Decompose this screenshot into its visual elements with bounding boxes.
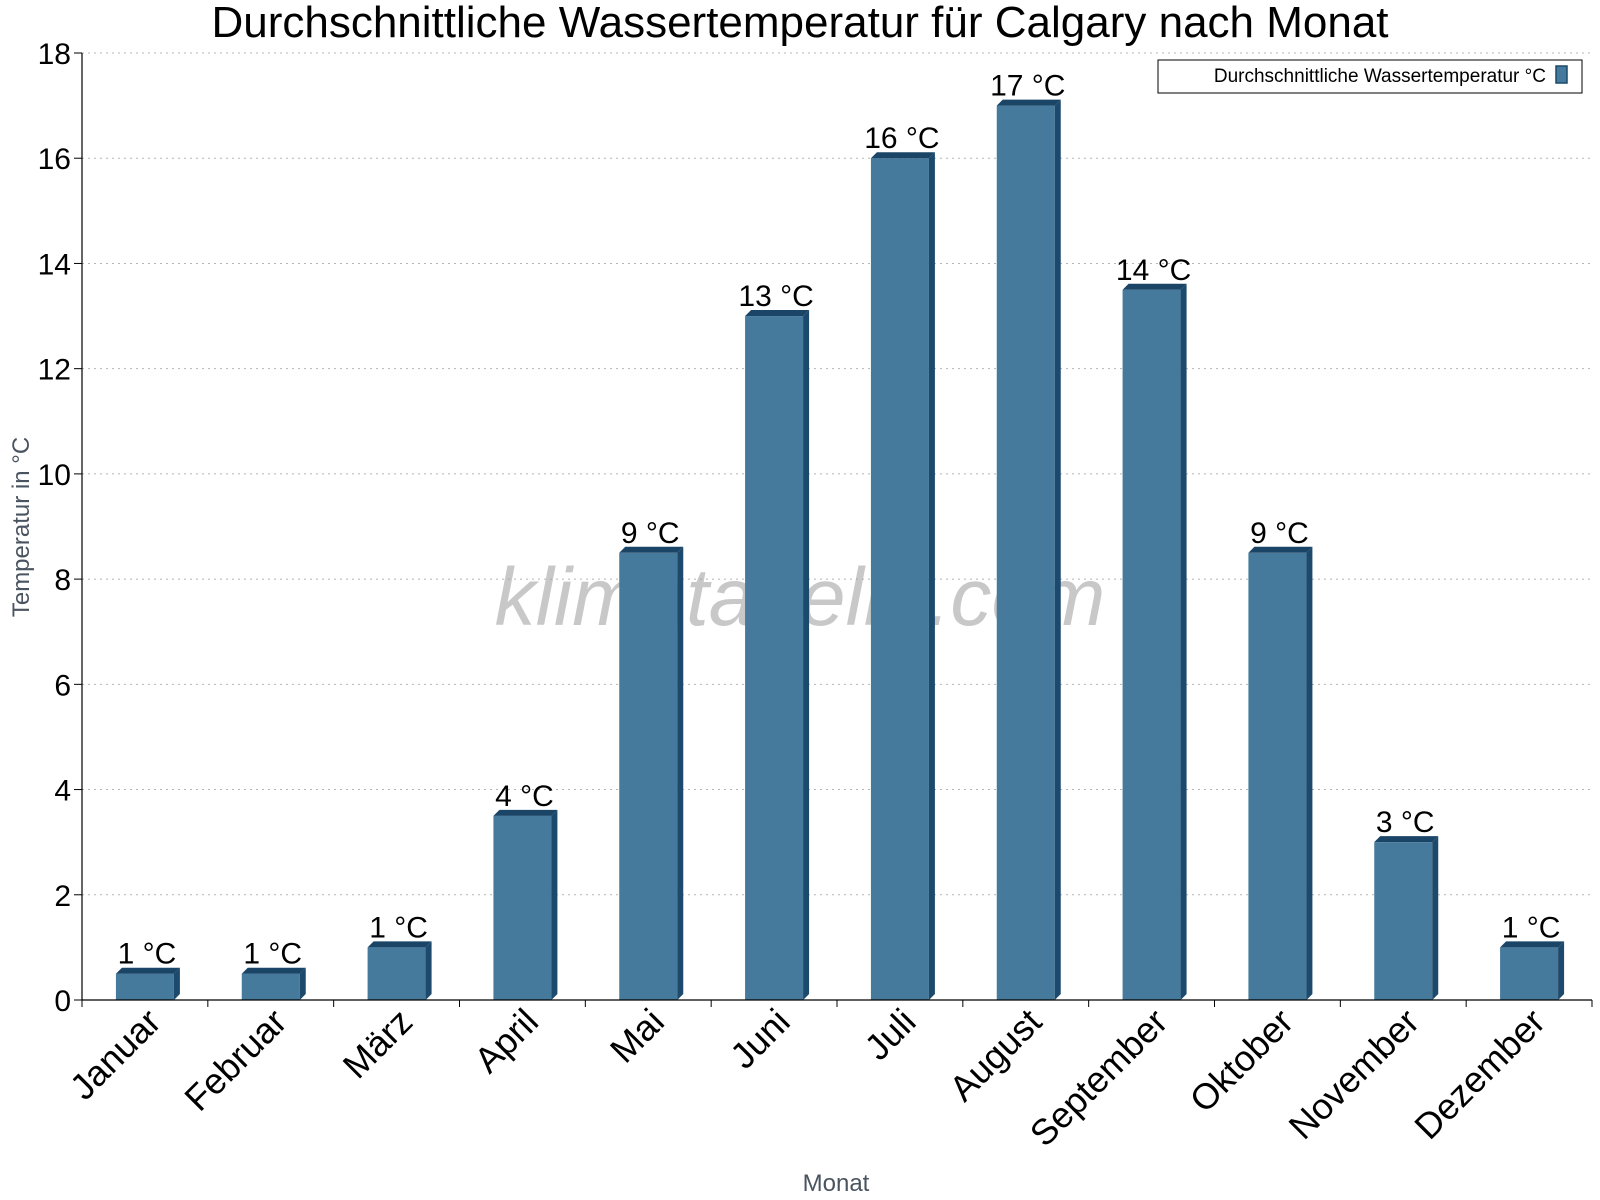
bar-front [115,973,174,1000]
x-tick-label: August [941,1001,1049,1109]
data-label: 17 °C [990,70,1065,103]
bar-side [803,310,810,1000]
bar-front [996,105,1055,1001]
bar-top [996,99,1061,106]
x-tick-label: Februar [176,1001,294,1119]
bar-side [677,546,684,1000]
bar-side [173,967,180,1000]
data-label: 9 °C [1250,517,1309,550]
bar-front [745,316,804,1000]
y-tick-label: 2 [54,880,71,913]
y-tick-label: 0 [54,985,71,1018]
data-label: 16 °C [864,122,939,155]
x-tick-label: Juli [856,1001,923,1068]
x-tick-label: Januar [62,1001,169,1108]
bar-front [367,947,426,1000]
data-label: 1 °C [243,938,302,971]
bar [241,967,306,1000]
x-tick-label: Oktober [1182,1001,1302,1121]
bar-top [870,152,935,159]
data-label: 9 °C [621,517,680,550]
bar-side [928,152,935,1000]
x-tick-label: Dezember [1406,1001,1552,1147]
bar-front [1122,289,1181,1000]
axes [74,52,1593,1007]
bar-top [1500,941,1565,948]
chart-title: Durchschnittliche Wassertemperatur für C… [211,0,1388,47]
x-axis-label: Monat [803,1170,870,1197]
data-label: 1 °C [1502,911,1561,944]
bar [1122,283,1187,1000]
bar-top [1248,546,1313,553]
bar [745,310,810,1000]
x-tick-label: September [1022,1001,1176,1155]
x-tick-label: März [335,1001,421,1087]
legend-box [1157,59,1583,94]
bar [619,546,684,1000]
bar-top [745,310,810,317]
legend-label: Durchschnittliche Wassertemperatur °C [1214,66,1546,87]
bar [493,809,558,1000]
bar-top [493,809,558,816]
bar-front [1248,552,1307,1000]
x-tick-label: April [466,1001,546,1081]
bar [1248,546,1313,1000]
bar-top [367,941,432,948]
bar [1374,836,1439,1000]
y-tick-label: 16 [38,143,71,176]
y-tick-label: 10 [38,459,71,492]
gridlines [82,52,1592,896]
bar-side [1180,283,1187,1000]
bar-side [551,809,558,1000]
bar [996,99,1061,1001]
bar [1500,941,1565,1000]
x-tick-label: November [1280,1001,1426,1147]
bar-front [1374,842,1433,1000]
bar-side [1432,836,1439,1000]
data-label: 14 °C [1116,254,1191,287]
bar-top [241,967,306,974]
bar-side [299,967,306,1000]
data-label: 1 °C [118,938,177,971]
y-tick-label: 14 [38,248,71,281]
legend-swatch [1555,65,1568,84]
y-tick-label: 12 [38,354,71,387]
bar [115,967,180,1000]
bar-front [493,815,552,1000]
data-label: 4 °C [495,780,554,813]
bars [115,99,1565,1001]
data-label: 1 °C [369,911,428,944]
y-tick-label: 18 [38,38,71,71]
y-tick-labels: 0 2 4 6 8 10 12 14 16 18 [38,38,71,1018]
bar-top [1122,283,1187,290]
x-tick-label: Mai [602,1001,672,1071]
y-tick-label: 4 [54,775,71,808]
bar-top [115,967,180,974]
x-tick-label: Juni [722,1001,798,1077]
x-tick-labels: Januar Februar März April Mai Juni Juli AugustS… [62,1001,1553,1155]
bar-side [1558,941,1565,1000]
y-tick-label: 6 [54,669,71,702]
bar [367,941,432,1000]
bar-side [1306,546,1313,1000]
legend: Durchschnittliche Wassertemperatur °C [1157,59,1583,94]
data-label: 13 °C [738,280,813,313]
bar-front [1500,947,1559,1000]
data-label: 3 °C [1376,806,1435,839]
y-axis-label: Temperatur in °C [8,437,35,617]
bar-top [1374,836,1439,843]
bar-top [619,546,684,553]
bar-front [870,158,929,1000]
bar-side [425,941,432,1000]
bar [870,152,935,1000]
value-labels: 1 °C 1 °C 1 °C 4 °C 9 °C 13 °C 16 °C 17 °C 14 °C… [118,70,1561,971]
bar-front [619,552,678,1000]
bar-front [241,973,300,1000]
bar-side [1054,99,1061,1001]
y-tick-label: 8 [54,564,71,597]
